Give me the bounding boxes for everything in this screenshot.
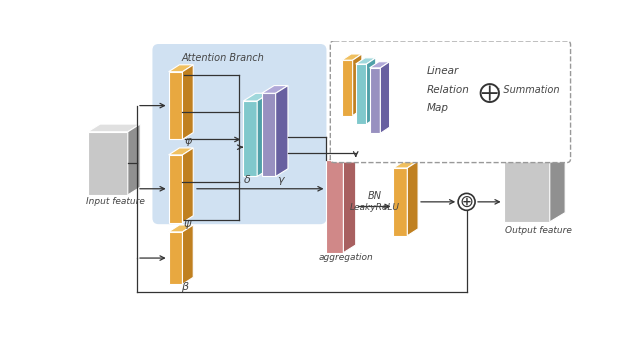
Polygon shape	[394, 161, 418, 168]
Polygon shape	[344, 152, 356, 253]
Polygon shape	[128, 124, 140, 195]
Polygon shape	[243, 101, 257, 176]
Text: : Summation: : Summation	[497, 85, 560, 94]
Polygon shape	[168, 65, 193, 72]
FancyBboxPatch shape	[330, 41, 570, 163]
Circle shape	[458, 193, 475, 210]
Polygon shape	[262, 93, 276, 176]
Polygon shape	[369, 68, 380, 133]
Polygon shape	[168, 232, 182, 284]
FancyBboxPatch shape	[152, 44, 326, 224]
Text: Map: Map	[427, 103, 449, 113]
Polygon shape	[182, 148, 193, 223]
Text: Linear: Linear	[427, 66, 459, 76]
Polygon shape	[504, 160, 550, 222]
Polygon shape	[168, 148, 193, 155]
Text: ψ: ψ	[184, 219, 191, 229]
Polygon shape	[257, 93, 269, 176]
Text: δ: δ	[244, 175, 251, 184]
Text: Output feature: Output feature	[505, 226, 572, 235]
Polygon shape	[380, 62, 390, 133]
Text: $\oplus$: $\oplus$	[460, 193, 474, 211]
Polygon shape	[243, 93, 269, 101]
Polygon shape	[168, 225, 193, 232]
Polygon shape	[182, 65, 193, 139]
Polygon shape	[88, 132, 128, 195]
Polygon shape	[550, 151, 565, 222]
Text: γ: γ	[277, 175, 284, 184]
Text: Attention Branch: Attention Branch	[182, 53, 264, 63]
Text: LeakyReLU: LeakyReLU	[349, 203, 399, 211]
Polygon shape	[182, 225, 193, 284]
Text: Relation: Relation	[427, 85, 469, 94]
Polygon shape	[276, 86, 288, 176]
Polygon shape	[394, 168, 407, 236]
Polygon shape	[168, 72, 182, 139]
Polygon shape	[262, 86, 288, 93]
Text: φ: φ	[184, 136, 191, 146]
Text: β: β	[181, 282, 188, 292]
Text: BN: BN	[367, 191, 381, 201]
Polygon shape	[407, 161, 418, 236]
Polygon shape	[369, 62, 390, 68]
Polygon shape	[168, 155, 182, 223]
Polygon shape	[353, 54, 362, 116]
Polygon shape	[367, 58, 376, 124]
Polygon shape	[504, 151, 565, 160]
Polygon shape	[356, 58, 376, 64]
Text: aggregation: aggregation	[319, 253, 374, 262]
Polygon shape	[88, 124, 140, 132]
Polygon shape	[356, 64, 367, 124]
Polygon shape	[326, 152, 356, 160]
Polygon shape	[342, 54, 362, 60]
Polygon shape	[326, 160, 344, 253]
Text: Input feature: Input feature	[86, 197, 145, 206]
Polygon shape	[342, 60, 353, 116]
Text: $\bigoplus$: $\bigoplus$	[478, 80, 501, 104]
